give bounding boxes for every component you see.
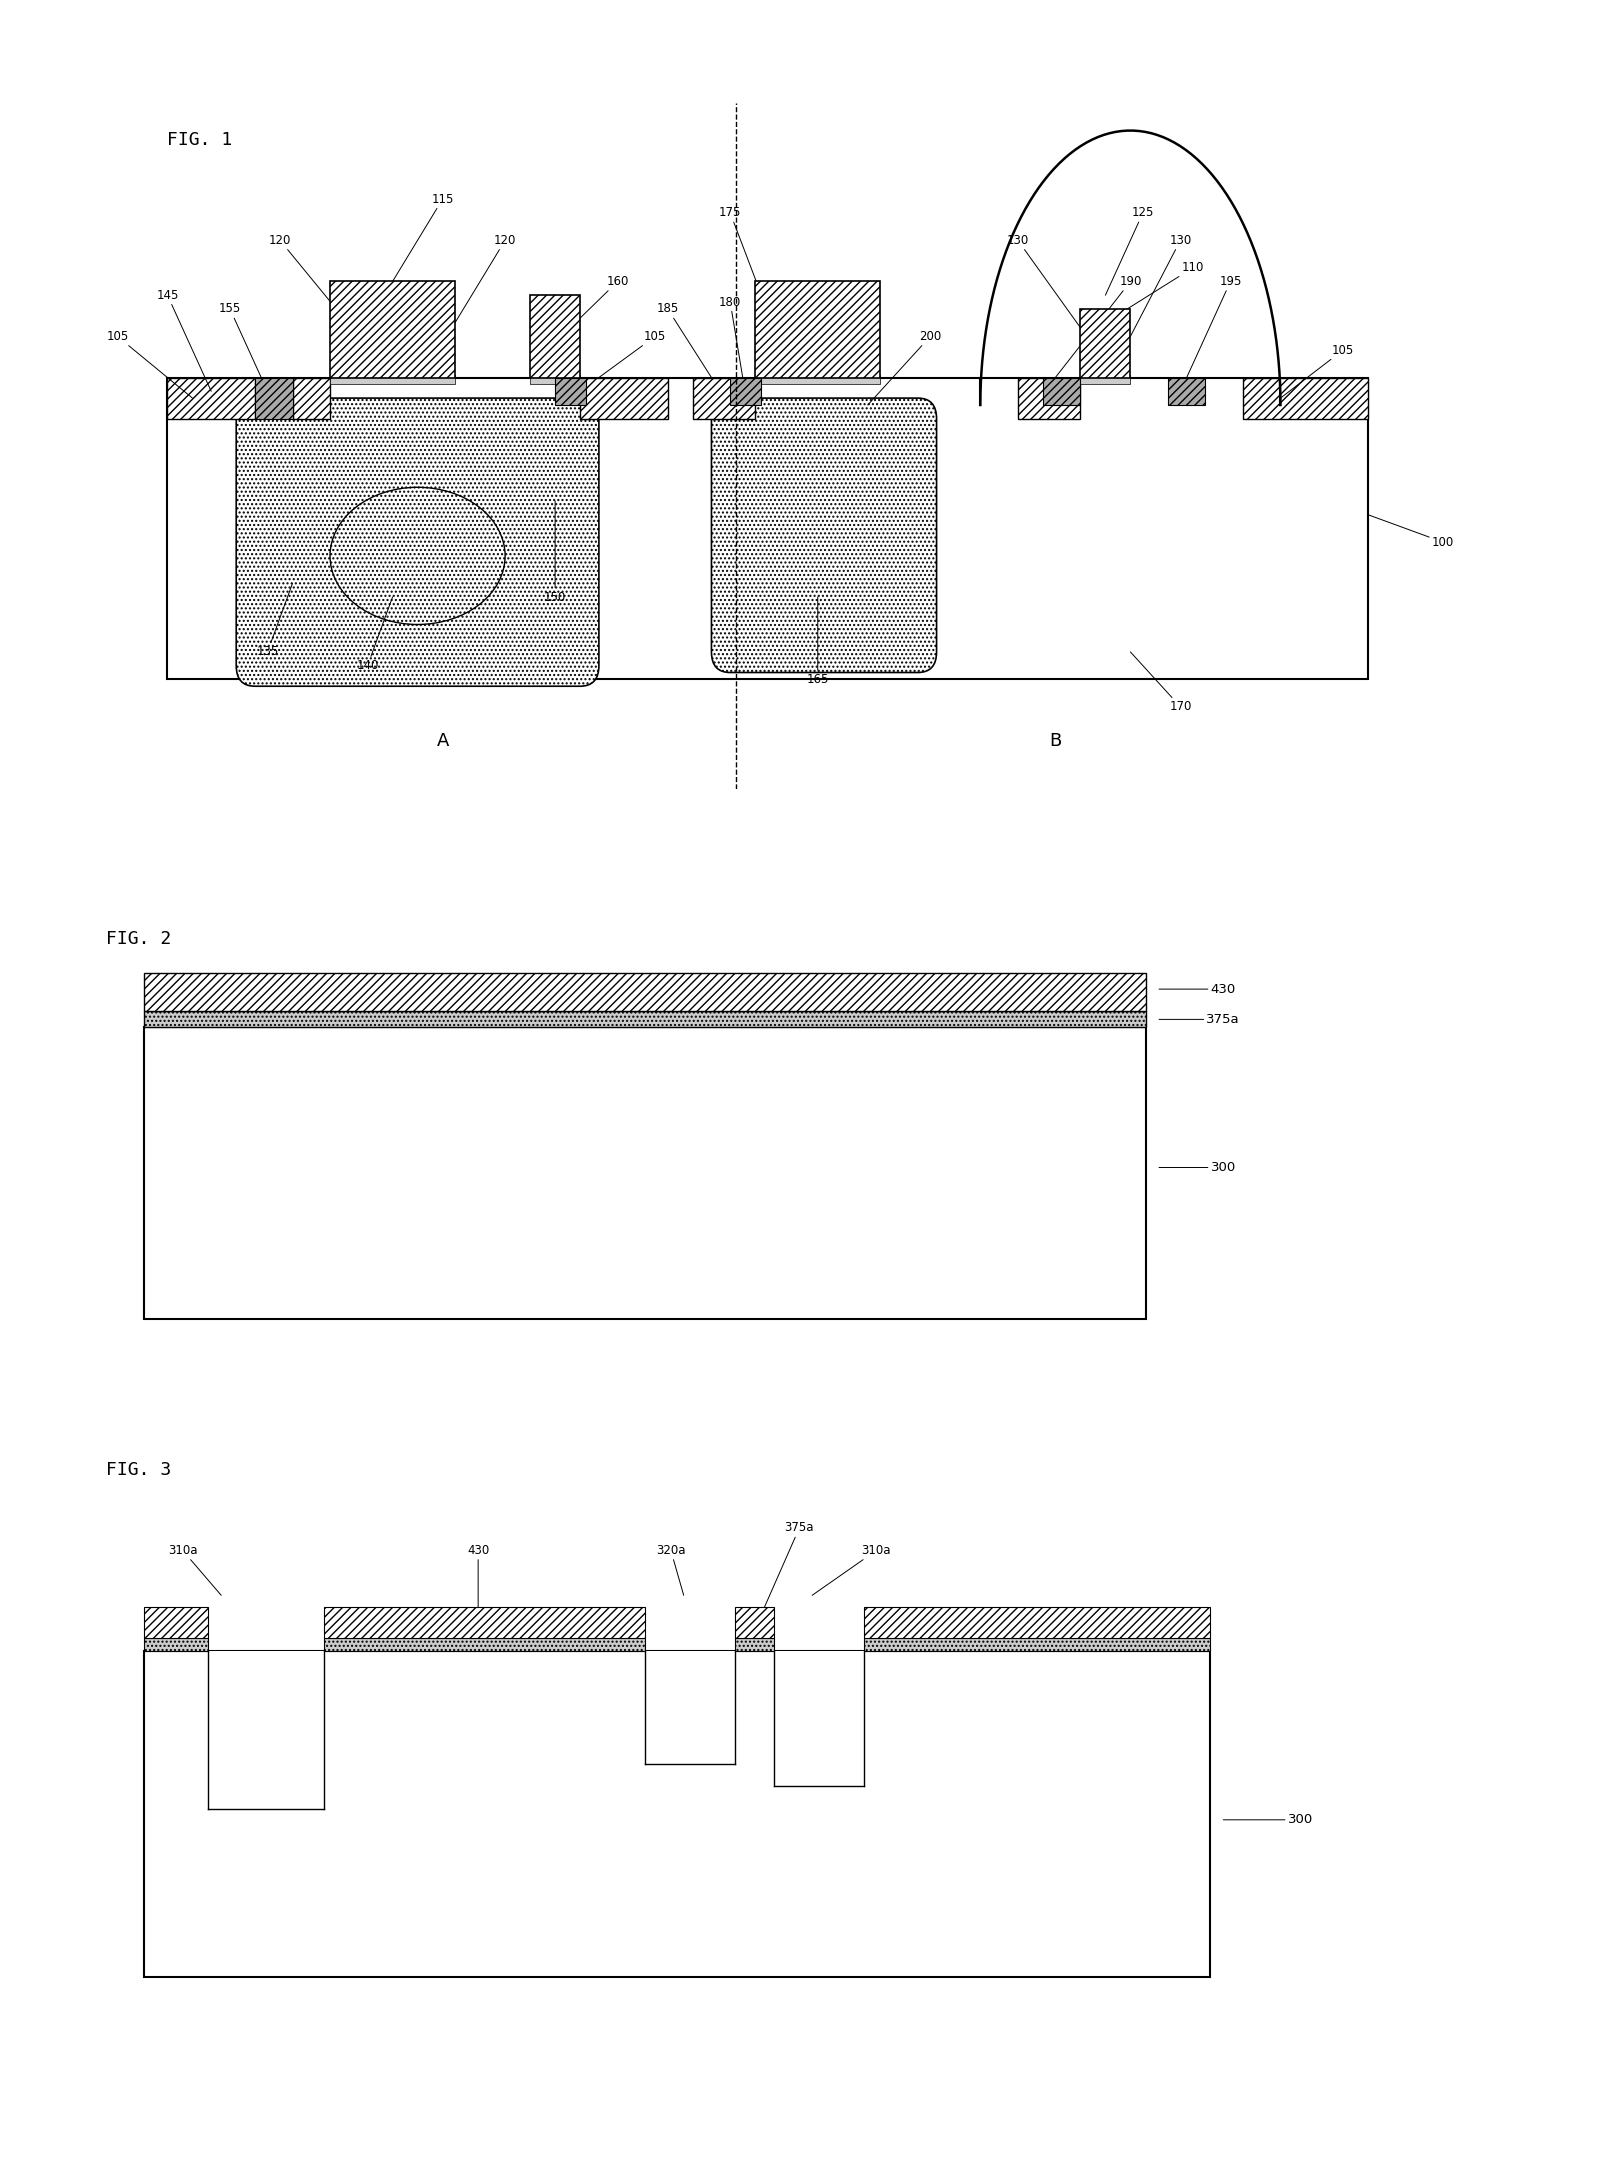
Bar [555,378,586,404]
Bar [1168,378,1205,404]
Text: 375a: 375a [1159,1012,1240,1027]
Text: 120: 120 [268,233,336,309]
Text: FIG. 3: FIG. 3 [105,1462,171,1479]
Text: 130: 130 [1130,233,1192,337]
Bar [144,1012,1146,1027]
Text: 165: 165 [807,597,829,685]
Bar [730,378,762,404]
Text: B: B [1050,733,1061,750]
Text: 145: 145 [157,290,211,391]
Bar [168,378,1368,679]
Bar [580,378,668,419]
Bar [144,973,1146,1012]
Bar [756,374,880,385]
Bar [144,1652,1210,1976]
Text: 130: 130 [1007,233,1087,337]
Text: 375a: 375a [748,1522,813,1645]
Bar [531,374,580,385]
Bar [1043,378,1080,404]
Bar [756,281,880,378]
Text: 160: 160 [561,275,630,337]
Text: 115: 115 [393,192,454,281]
FancyBboxPatch shape [711,398,936,672]
Bar [863,1639,1210,1652]
Bar [144,1639,208,1652]
Text: 180: 180 [719,296,743,378]
Text: FIG. 2: FIG. 2 [105,930,171,947]
Text: 100: 100 [1368,515,1454,549]
Text: 125: 125 [1106,205,1154,296]
Bar [735,1639,773,1652]
Text: 185: 185 [657,303,711,378]
Bar [144,1606,208,1639]
Text: 310a: 310a [168,1544,221,1596]
Bar [531,296,580,378]
Text: 200: 200 [868,331,941,404]
Text: FIG. 1: FIG. 1 [168,130,233,149]
Text: 430: 430 [467,1544,489,1617]
Text: 110: 110 [1106,262,1205,322]
Text: 140: 140 [356,597,393,672]
Ellipse shape [331,486,505,625]
Text: 155: 155 [219,303,267,391]
Text: 135: 135 [256,584,292,659]
Text: 105: 105 [107,331,192,398]
Text: 170: 170 [1130,653,1192,713]
Text: 300: 300 [1222,1814,1314,1827]
Text: 320a: 320a [657,1544,686,1596]
Bar [331,281,455,378]
Text: 195: 195 [1187,275,1242,378]
Text: 175: 175 [719,205,762,296]
Bar [331,374,455,385]
Bar [1018,378,1080,419]
Bar [735,1606,773,1639]
Text: 105: 105 [1280,344,1354,398]
Text: 430: 430 [1159,982,1235,997]
Bar [208,1652,324,1810]
Text: 120: 120 [455,233,516,322]
Bar [168,378,256,419]
Bar [692,378,756,419]
Bar [292,378,331,419]
Bar [144,1027,1146,1319]
Bar [773,1652,863,1786]
FancyBboxPatch shape [237,398,599,685]
Bar [646,1652,735,1764]
Bar [1243,378,1368,419]
Text: 310a: 310a [812,1544,892,1596]
Bar [1080,309,1130,378]
Bar [324,1639,646,1652]
Text: 300: 300 [1159,1161,1235,1174]
Bar [1080,374,1130,385]
Text: 190: 190 [1055,275,1141,378]
Text: 105: 105 [599,331,666,378]
Bar [256,378,292,419]
Bar [863,1606,1210,1639]
Bar [324,1606,646,1639]
Text: A: A [436,733,449,750]
Text: 150: 150 [543,502,566,603]
